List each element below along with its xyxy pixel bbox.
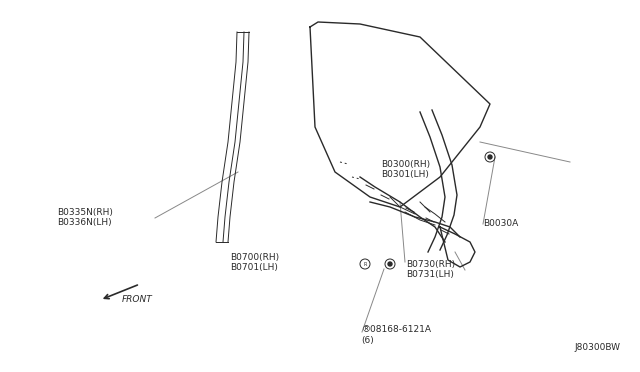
Text: R: R bbox=[364, 262, 367, 266]
Text: B0030A: B0030A bbox=[483, 219, 518, 228]
Text: B0730(RH)
B0731(LH): B0730(RH) B0731(LH) bbox=[406, 260, 456, 279]
Text: FRONT: FRONT bbox=[122, 295, 152, 304]
Text: J80300BW: J80300BW bbox=[575, 343, 621, 352]
Text: B0335N(RH)
B0336N(LH): B0335N(RH) B0336N(LH) bbox=[58, 208, 113, 227]
Text: ®08168-6121A
(6): ®08168-6121A (6) bbox=[362, 325, 431, 344]
Text: B0300(RH)
B0301(LH): B0300(RH) B0301(LH) bbox=[381, 160, 430, 179]
Circle shape bbox=[488, 155, 492, 159]
Circle shape bbox=[388, 262, 392, 266]
Text: B0700(RH)
B0701(LH): B0700(RH) B0701(LH) bbox=[230, 253, 280, 272]
